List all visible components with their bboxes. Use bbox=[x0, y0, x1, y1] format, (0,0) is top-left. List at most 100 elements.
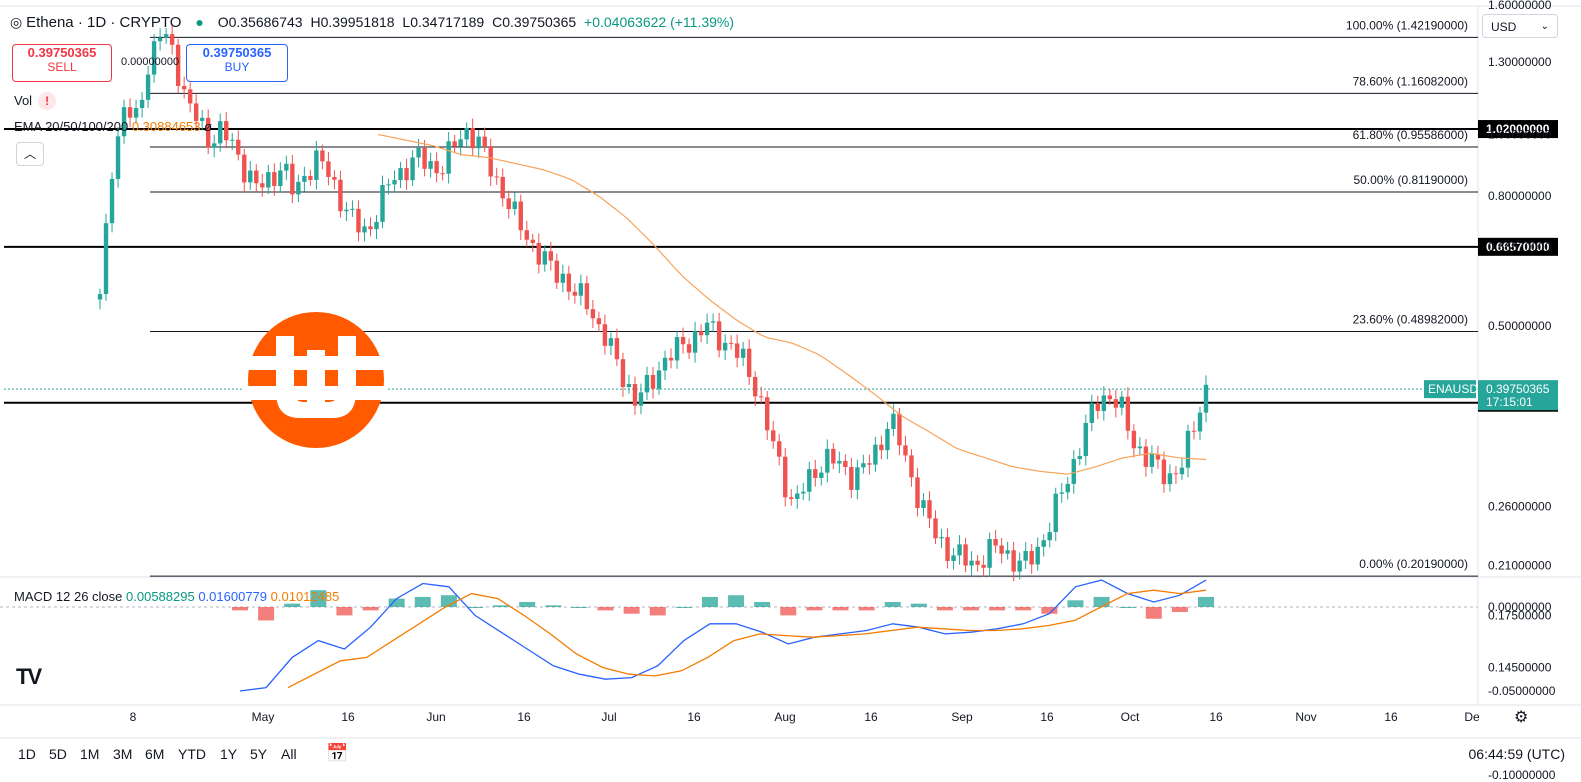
candle-body bbox=[440, 173, 445, 175]
timeframe-ytd-button[interactable]: YTD bbox=[178, 746, 206, 762]
symbol-badge-label: ENAUSD bbox=[1428, 382, 1478, 396]
fib-label: 23.60% (0.48982000) bbox=[1353, 313, 1468, 327]
candle-body bbox=[133, 108, 139, 118]
candle-body bbox=[813, 469, 818, 478]
macd-histogram-bar bbox=[232, 607, 248, 611]
candle-body bbox=[145, 74, 151, 100]
countdown-label: 17:15:01 bbox=[1486, 395, 1533, 409]
candle-body bbox=[554, 260, 560, 283]
candle-body bbox=[542, 251, 548, 265]
candle-body bbox=[1023, 550, 1028, 561]
ema-legend[interactable]: EMA 20/50/100/200 0.30884653 ø bbox=[14, 119, 212, 134]
timeframe-5d-button[interactable]: 5D bbox=[49, 746, 67, 762]
utc-clock[interactable]: 06:44:59 (UTC) bbox=[1468, 746, 1565, 762]
candle-body bbox=[97, 294, 103, 300]
candle-body bbox=[620, 359, 626, 387]
macd-histogram-bar bbox=[414, 596, 431, 607]
sell-price: 0.39750365 bbox=[27, 45, 97, 60]
timeframe-all-button[interactable]: All bbox=[281, 746, 297, 762]
fib-label: 100.00% (1.42190000) bbox=[1346, 18, 1468, 32]
macd-line-value: 0.01600779 bbox=[198, 589, 268, 604]
volume-legend[interactable]: Vol! bbox=[14, 92, 57, 110]
symbol-badge bbox=[1424, 380, 1476, 399]
sell-button[interactable]: 0.39750365 SELL bbox=[12, 44, 112, 82]
candle-body bbox=[807, 469, 812, 492]
candle-body bbox=[205, 117, 211, 148]
macd-histogram-bar bbox=[597, 607, 614, 611]
candle-body bbox=[1101, 395, 1107, 411]
candle-body bbox=[278, 170, 283, 187]
price-axis[interactable]: 2.400000002.000000001.600000001.30000000… bbox=[1488, 0, 1556, 782]
candle-body bbox=[320, 150, 325, 162]
timeframe-1d-button[interactable]: 1D bbox=[18, 746, 36, 762]
time-tick-label: 16 bbox=[1209, 710, 1223, 724]
time-axis[interactable]: 8 May 16 Jun 16 Jul 16 Aug 16 Sep 16 Oct 16 Nov 16 De ⚙ bbox=[130, 707, 1529, 726]
candle-body bbox=[175, 44, 181, 86]
timeframe-3m-button[interactable]: 3M bbox=[113, 746, 133, 762]
macd-histogram-bar bbox=[362, 607, 379, 611]
goto-date-icon[interactable]: 📅 bbox=[326, 743, 349, 763]
timeframe-1m-button[interactable]: 1M bbox=[80, 746, 100, 762]
currency-select[interactable]: USD ⌄ bbox=[1482, 14, 1558, 38]
candle-body bbox=[855, 467, 860, 490]
candle-body bbox=[933, 518, 938, 539]
candle-body bbox=[981, 564, 986, 568]
candle-body bbox=[867, 463, 872, 465]
candle-body bbox=[326, 161, 331, 177]
candle-body bbox=[482, 136, 487, 147]
candle-body bbox=[771, 430, 776, 442]
candle-body bbox=[879, 444, 884, 451]
candle-body bbox=[272, 172, 277, 187]
macd-histogram-bar bbox=[545, 605, 562, 607]
candle-body bbox=[909, 455, 914, 478]
gear-icon[interactable]: ⚙ bbox=[1514, 707, 1528, 726]
price-tick-label: 1.60000000 bbox=[1488, 0, 1552, 12]
candle-body bbox=[819, 472, 824, 478]
macd-legend[interactable]: MACD 12 26 close 0.00588295 0.01600779 0… bbox=[14, 589, 339, 604]
time-tick-label: Nov bbox=[1295, 710, 1316, 724]
time-tick-label: 16 bbox=[1384, 710, 1398, 724]
collapse-legend-button[interactable]: ︿ bbox=[16, 142, 44, 166]
tradingview-logo[interactable]: TV bbox=[16, 664, 42, 689]
candle-body bbox=[380, 185, 385, 222]
buy-button[interactable]: 0.39750365 BUY bbox=[186, 44, 288, 82]
candle-body bbox=[1137, 446, 1143, 449]
macd-signal-value: 0.01012485 bbox=[270, 589, 340, 604]
candle-body bbox=[638, 392, 644, 406]
candle-body bbox=[632, 383, 638, 406]
price-tick-label: 1.00000000 bbox=[1488, 128, 1552, 142]
candle-body bbox=[314, 150, 319, 180]
candle-body bbox=[951, 555, 956, 561]
candle-body bbox=[837, 460, 842, 464]
candle-body bbox=[530, 239, 535, 243]
candle-body bbox=[740, 348, 746, 358]
candle-body bbox=[1005, 550, 1010, 554]
warning-icon[interactable]: ! bbox=[38, 92, 57, 110]
macd-histogram-bar bbox=[1171, 607, 1188, 613]
macd-histogram-bar bbox=[1067, 600, 1084, 607]
symbol-title[interactable]: Ethena · 1D · CRYPTO bbox=[26, 14, 182, 31]
candle-body bbox=[212, 143, 217, 148]
timeframe-6m-button[interactable]: 6M bbox=[145, 746, 165, 762]
candle-body bbox=[464, 127, 469, 140]
candle-body bbox=[783, 456, 788, 498]
candle-body bbox=[1167, 473, 1173, 485]
timeframe-1y-button[interactable]: 1Y bbox=[220, 746, 238, 762]
candle-body bbox=[1203, 384, 1209, 413]
candle-body bbox=[338, 179, 343, 212]
candle-body bbox=[674, 337, 680, 361]
timeframe-5y-button[interactable]: 5Y bbox=[250, 746, 268, 762]
price-tick-label: 0.80000000 bbox=[1488, 189, 1552, 203]
candle-body bbox=[187, 89, 193, 104]
macd-histogram-bar bbox=[675, 607, 692, 608]
candle-body bbox=[608, 338, 614, 346]
candle-body bbox=[1161, 459, 1167, 485]
last-price-label: 0.39750365 bbox=[1486, 382, 1550, 396]
horizontal-lines[interactable]: 1.020000000.665700000.37840000ENAUSD0.39… bbox=[4, 120, 1558, 412]
price-badge-label: 0.66570000 bbox=[1486, 240, 1550, 254]
candle-body bbox=[224, 121, 229, 141]
candle-body bbox=[127, 107, 133, 118]
candle-body bbox=[1065, 483, 1070, 493]
candle-body bbox=[1089, 403, 1094, 423]
